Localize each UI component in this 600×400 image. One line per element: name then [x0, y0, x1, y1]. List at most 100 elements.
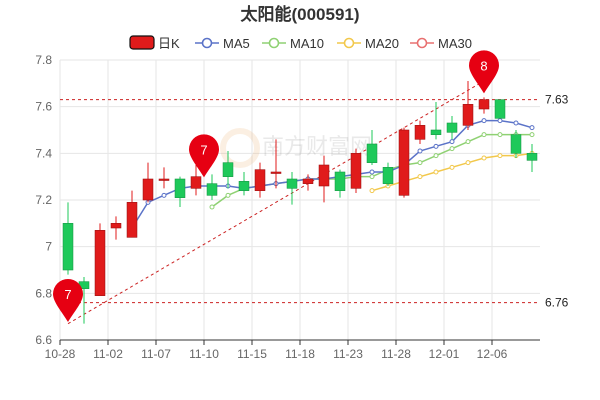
pin-marker-icon [53, 279, 83, 322]
ma20-point [369, 188, 375, 194]
y-tick-label: 6.6 [35, 333, 52, 347]
candle-body [206, 183, 218, 196]
x-tick-label: 11-07 [141, 347, 171, 361]
ma-legend-icon-dot [268, 37, 280, 49]
ma20-point [497, 153, 503, 159]
x-tick-label: 11-10 [189, 347, 219, 361]
ma5-point [497, 118, 503, 124]
price-reference-label: 7.63 [545, 93, 569, 107]
legend[interactable]: 日K MA5 MA10 MA20 MA30 [129, 35, 472, 51]
candle-body [302, 178, 314, 184]
legend-label: 日K [158, 36, 180, 51]
ma10-point [369, 174, 375, 180]
x-tick-label: 11-18 [285, 347, 315, 361]
candle-body [382, 167, 394, 184]
candlesticks [62, 81, 538, 324]
pin-marker-icon [189, 134, 219, 178]
y-tick-label: 6.8 [35, 286, 52, 300]
legend-label: MA10 [290, 36, 324, 51]
ma5-point [417, 148, 423, 154]
candle-body [62, 223, 74, 271]
ma10-point [497, 132, 503, 138]
candle-body [398, 129, 410, 196]
ma10-point [209, 204, 215, 210]
x-tick-label: 12-01 [429, 347, 460, 361]
pin-marker-label: 7 [200, 142, 207, 157]
x-tick-label: 12-06 [477, 347, 508, 361]
y-tick-label: 7 [45, 240, 52, 254]
ma20-point [481, 155, 487, 161]
ma10-point [529, 132, 535, 138]
ma20-point [417, 174, 423, 180]
candle-body [286, 178, 298, 189]
candle-body [174, 178, 186, 198]
candle-body [142, 178, 154, 201]
ma10-point [481, 132, 487, 138]
price-reference-label: 6.76 [545, 296, 569, 310]
pin-marker-label: 8 [480, 58, 487, 73]
trend-line [67, 80, 485, 325]
ma10-point [225, 192, 231, 198]
ma20-point [449, 164, 455, 170]
pin-marker-icon [469, 50, 499, 94]
candle-body [494, 99, 506, 119]
ma10-point [433, 153, 439, 159]
watermark-logo-icon [220, 128, 260, 168]
pin-markers: 7 7 8 [53, 50, 499, 322]
legend-label: MA20 [365, 36, 399, 51]
ma5-point [433, 143, 439, 149]
candle-body [366, 143, 378, 163]
y-axis-ticks: 7.8 7.6 7.4 7.2 7 6.8 6.6 [35, 53, 52, 347]
ma20-point [433, 169, 439, 175]
ma-legend-icon-dot [343, 37, 355, 49]
candle-body [446, 122, 458, 133]
ma-legend-icon-dot [416, 37, 428, 49]
ma-legend-icon-dot [201, 37, 213, 49]
legend-label: MA30 [438, 36, 472, 51]
candle-body [158, 178, 170, 181]
candle-body [414, 125, 426, 140]
candle-body [334, 171, 346, 191]
ma20-point [465, 160, 471, 166]
candle-body [254, 169, 266, 191]
candle-body [510, 134, 522, 154]
candle-body [526, 153, 538, 161]
candle-body [222, 162, 234, 177]
ma5-point [369, 169, 375, 175]
y-tick-label: 7.6 [35, 100, 52, 114]
x-tick-label: 11-28 [381, 347, 411, 361]
candle-body [430, 129, 442, 135]
candle-body [110, 223, 122, 229]
y-tick-label: 7.8 [35, 53, 52, 67]
candle-body [350, 153, 362, 189]
reference-lines: 7.63 6.76 [60, 80, 569, 325]
pin-marker-label: 7 [64, 287, 71, 302]
candle-body [462, 104, 474, 126]
candle-body [270, 171, 282, 174]
candle-body [126, 202, 138, 238]
kline-legend-icon [129, 35, 155, 50]
ma5-point [449, 139, 455, 145]
x-tick-label: 10-28 [45, 347, 76, 361]
candle-body [94, 230, 106, 296]
x-tick-label: 11-23 [333, 347, 363, 361]
legend-label: MA5 [223, 36, 250, 51]
ma10-point [465, 139, 471, 145]
x-tick-label: 11-15 [237, 347, 267, 361]
ma10-point [449, 146, 455, 152]
candle-body [478, 99, 490, 110]
y-tick-label: 7.2 [35, 193, 52, 207]
candle-body [190, 176, 202, 189]
x-gridlines [59, 60, 493, 345]
ma5-point [513, 120, 519, 126]
x-tick-label: 11-02 [93, 347, 123, 361]
chart-title: 太阳能(000591) [240, 4, 359, 24]
ma5-point [161, 192, 167, 198]
candle-body [318, 164, 330, 187]
ma10-point [417, 160, 423, 166]
ma5-point [529, 125, 535, 131]
x-axis-ticks: 10-28 11-02 11-07 11-10 11-15 11-18 11-23 11-28… [45, 347, 508, 361]
candle-body [238, 181, 250, 191]
y-tick-label: 7.4 [35, 146, 52, 160]
